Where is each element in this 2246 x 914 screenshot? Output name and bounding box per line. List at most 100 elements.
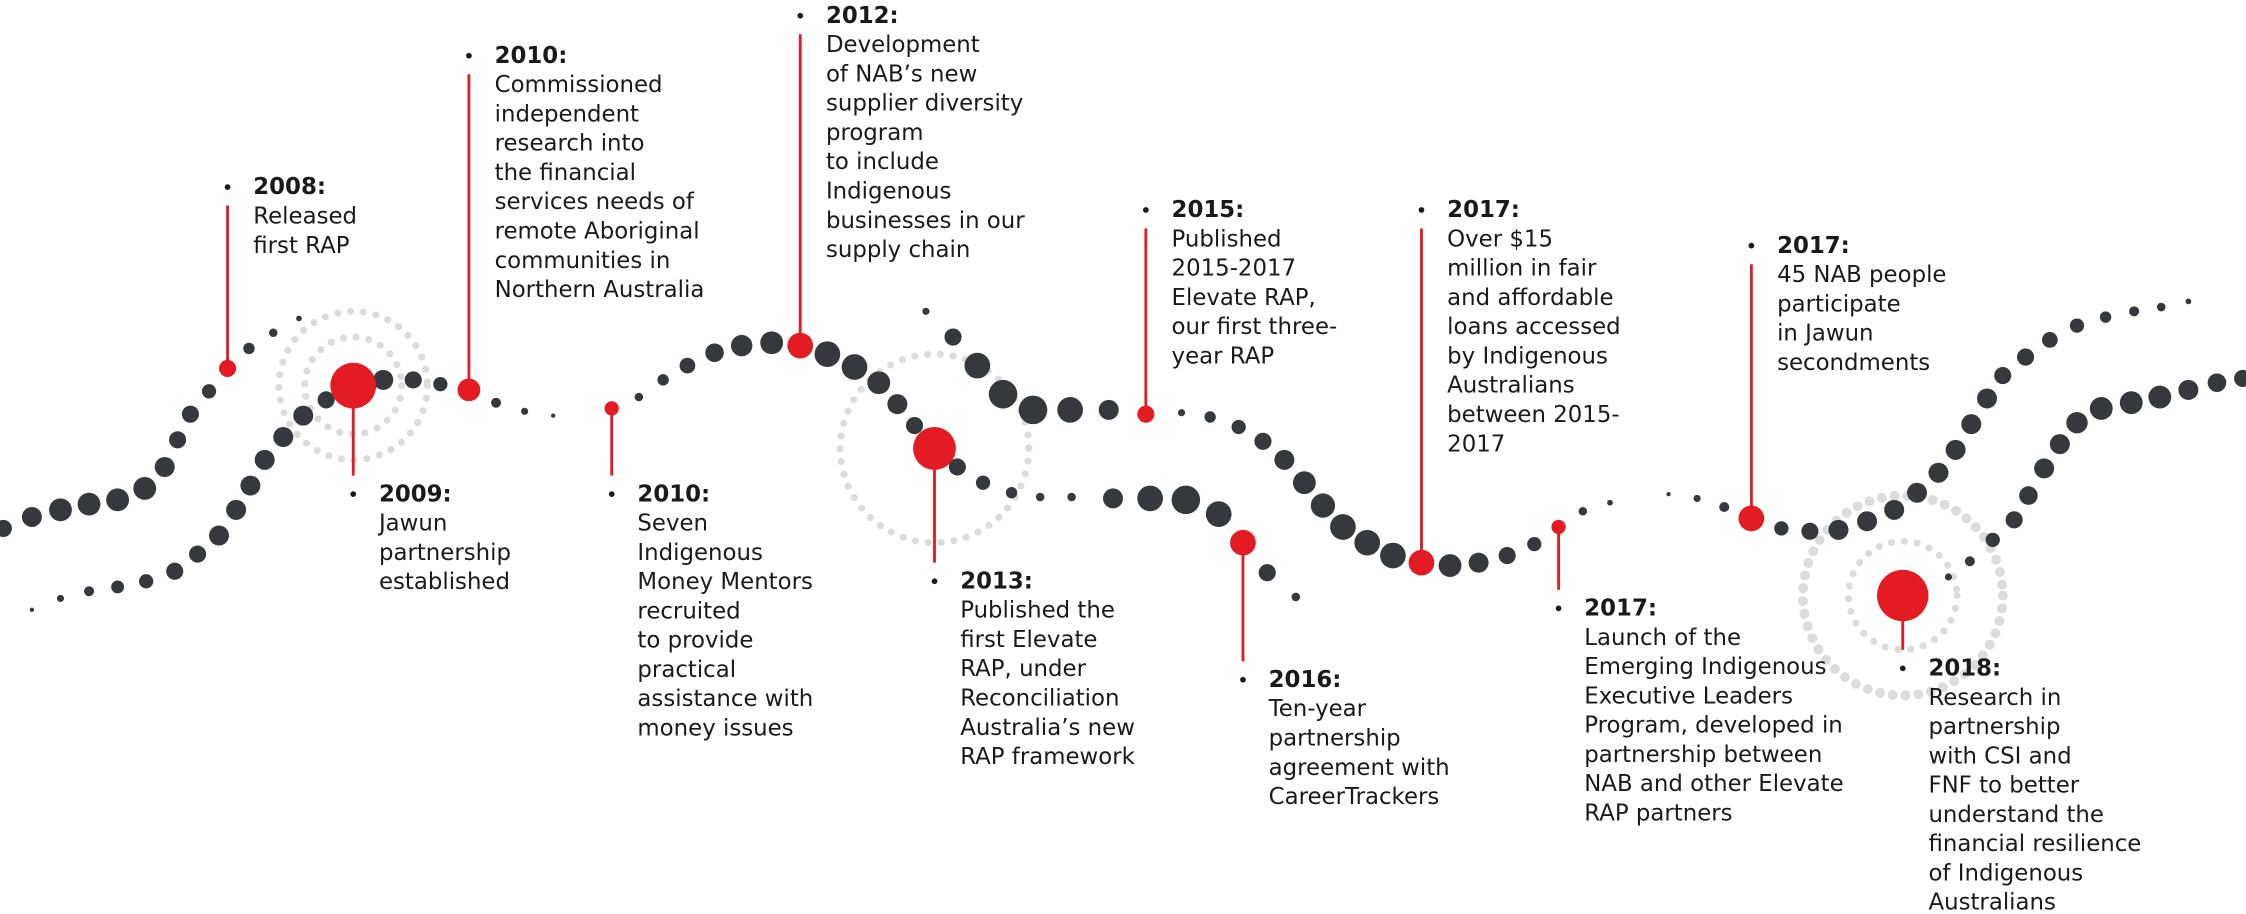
- event-text: Jawun: [377, 511, 447, 537]
- event-year: 2012:: [826, 3, 899, 29]
- event-text: Published the: [960, 598, 1115, 624]
- event-text: of Indigenous: [1928, 860, 2083, 886]
- event-text: Reconciliation: [960, 685, 1119, 711]
- dot: [202, 384, 216, 398]
- event-text: by Indigenous: [1447, 343, 1608, 369]
- event-text: NAB and other Elevate: [1584, 771, 1843, 797]
- dot: [1057, 397, 1083, 423]
- event-text: Program, developed in: [1584, 713, 1843, 739]
- event-text: Research in: [1928, 685, 2061, 711]
- event-text: between 2015-: [1447, 402, 1619, 428]
- dot: [657, 374, 668, 385]
- dot: [680, 358, 696, 374]
- event-text: FNF to better: [1928, 773, 2079, 799]
- event-text: partnership between: [1584, 742, 1822, 768]
- event-year: 2018:: [1928, 656, 2001, 682]
- dot: [1977, 388, 1997, 408]
- dot: [166, 563, 183, 580]
- event-year: 2015:: [1172, 197, 1245, 223]
- dot: [1469, 553, 1489, 573]
- event-text: Commissioned: [495, 72, 663, 98]
- dot: [815, 341, 841, 367]
- dot: [1137, 486, 1163, 512]
- event-text: partnership: [379, 540, 511, 566]
- dot: [2019, 486, 2038, 505]
- dot: [1311, 493, 1335, 517]
- dot: [1961, 414, 1981, 434]
- bullet: [1419, 207, 1425, 213]
- dot: [976, 476, 990, 490]
- event-text: Elevate RAP,: [1172, 285, 1316, 311]
- dot: [731, 335, 752, 356]
- event-year: 2016:: [1269, 667, 1342, 693]
- event-year: 2017:: [1584, 596, 1657, 622]
- event-text: assistance with: [637, 686, 813, 712]
- dot: [1067, 493, 1076, 502]
- dot: [155, 457, 175, 477]
- dot: [30, 608, 34, 612]
- dot: [1259, 564, 1276, 581]
- dot: [2050, 434, 2070, 454]
- event-text: partnership: [1269, 725, 1401, 751]
- milestone: 2013:Published thefirst ElevateRAP, unde…: [913, 427, 1136, 770]
- event-text: RAP, under: [960, 656, 1086, 682]
- bullet: [466, 53, 472, 59]
- event-year: 2013:: [960, 568, 1033, 594]
- milestone-dot: [457, 378, 480, 401]
- event-text: in Jawun: [1777, 321, 1873, 347]
- bullet: [1143, 207, 1149, 213]
- dot: [2157, 303, 2166, 312]
- event-text: communities in: [495, 248, 671, 274]
- event-text: financial resilience: [1928, 831, 2141, 857]
- dot: [1292, 593, 1301, 602]
- dot: [273, 427, 293, 447]
- event-text: 45 NAB people: [1777, 262, 1946, 288]
- dot: [293, 406, 313, 426]
- milestone-dot: [1230, 530, 1256, 556]
- dot: [1828, 520, 1848, 540]
- event-text: Australians: [1447, 373, 1574, 399]
- dot: [1857, 511, 1877, 531]
- event-text: and affordable: [1447, 285, 1613, 311]
- dot: [1579, 507, 1588, 516]
- dot: [944, 328, 961, 345]
- dot: [635, 393, 644, 402]
- bullet: [350, 491, 356, 497]
- event-text: CareerTrackers: [1269, 784, 1440, 810]
- dot: [269, 328, 278, 337]
- bullet: [1240, 677, 1246, 683]
- event-text: first RAP: [253, 233, 349, 259]
- dot: [1330, 514, 1356, 540]
- dot: [1928, 463, 1948, 483]
- dot: [189, 546, 206, 563]
- dot: [491, 398, 501, 408]
- dot: [405, 371, 422, 388]
- event-text: 2017: [1447, 431, 1505, 457]
- dot: [57, 595, 64, 602]
- bullet: [1556, 606, 1562, 612]
- dot: [0, 520, 12, 537]
- milestone-dot: [1739, 506, 1765, 532]
- dot: [2042, 332, 2058, 348]
- event-text: Money Mentors: [637, 569, 812, 595]
- dot: [1019, 396, 1048, 425]
- dot: [78, 493, 101, 516]
- dot: [887, 394, 907, 414]
- dot: [1499, 547, 1516, 564]
- dot: [551, 413, 555, 417]
- milestone: 2018:Research inpartnershipwith CSI andF…: [1877, 570, 2141, 914]
- event-text: to include: [826, 149, 939, 175]
- event-text: services needs of: [495, 189, 695, 215]
- milestone-dot: [1137, 406, 1154, 423]
- dot: [2129, 306, 2139, 316]
- event-text: Northern Australia: [495, 277, 705, 303]
- dot: [2178, 380, 2198, 400]
- event-text: recruited: [637, 598, 740, 624]
- event-text: Indigenous: [637, 540, 762, 566]
- dot: [1946, 440, 1966, 460]
- dot: [226, 500, 246, 520]
- dot: [2066, 412, 2087, 433]
- event-text: of NAB’s new: [826, 61, 977, 87]
- dot: [1607, 500, 1613, 506]
- dot: [521, 408, 528, 415]
